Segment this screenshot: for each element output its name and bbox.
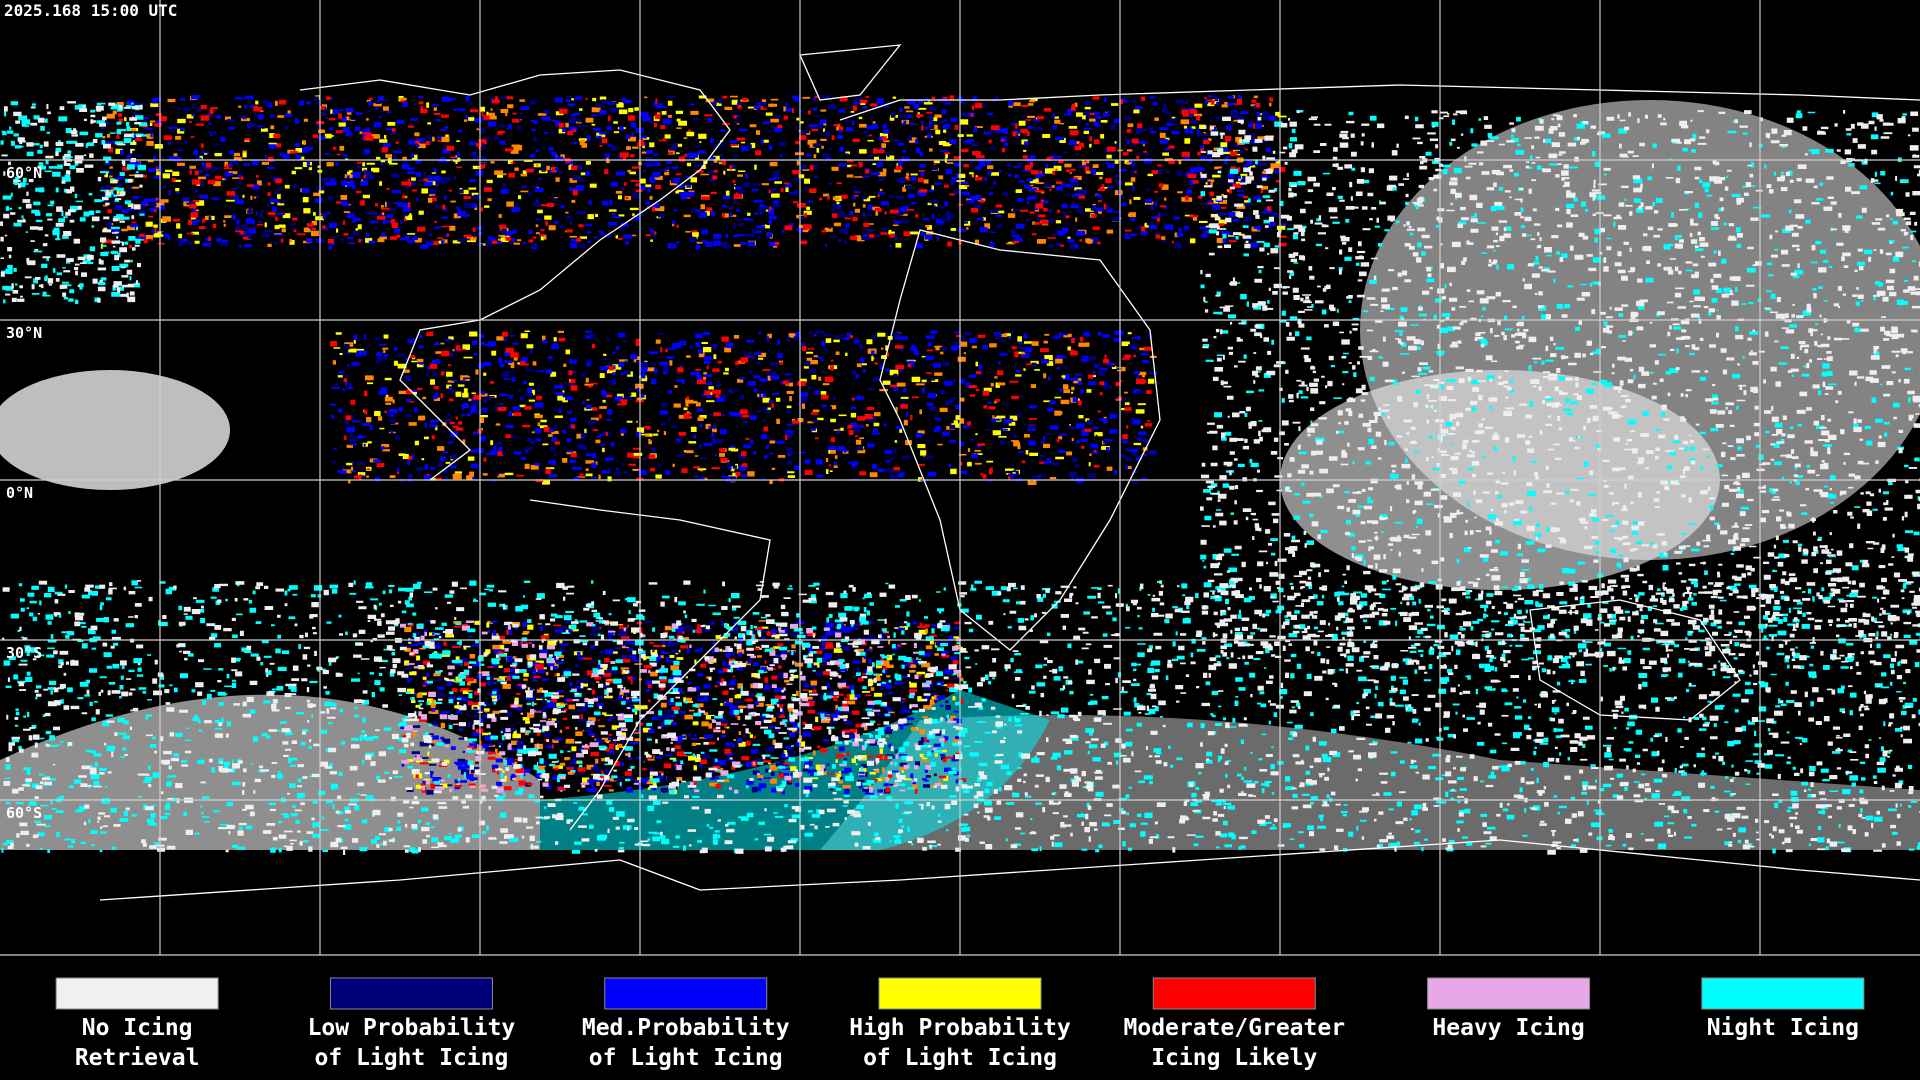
- speckles: [400, 620, 962, 794]
- cloud-area: [0, 694, 540, 850]
- legend-swatch: [1427, 977, 1591, 1010]
- cloud-area: [820, 715, 1920, 850]
- coastline: [1529, 599, 1741, 721]
- coastline: [529, 499, 771, 831]
- latitude-label: 30°S: [6, 644, 42, 662]
- cloud-area: [0, 370, 230, 490]
- legend-swatch: [604, 977, 768, 1010]
- legend-label: Med.Probability: [582, 1015, 790, 1041]
- legend-label: Moderate/Greater: [1124, 1015, 1346, 1041]
- legend-swatch: [1152, 977, 1316, 1010]
- legend-label: High Probability: [849, 1015, 1071, 1041]
- legend-swatch: [329, 977, 493, 1010]
- latitude-label: 60°N: [6, 164, 42, 182]
- graticule: [0, 0, 1920, 956]
- speckles: [102, 95, 1287, 793]
- latitude-label: 30°N: [6, 324, 42, 342]
- coastline: [299, 69, 731, 481]
- legend-label: No Icing: [82, 1015, 193, 1041]
- legend-label: Heavy Icing: [1432, 1015, 1584, 1041]
- latitude-labels: 60°N 30°N 0°N 30°S 60°S: [6, 164, 42, 822]
- legend-swatch: [55, 977, 219, 1010]
- coastline: [839, 84, 1920, 121]
- legend-label: Low Probability: [308, 1015, 516, 1041]
- legend-label: of Light Icing: [863, 1045, 1057, 1071]
- timestamp: 2025.168 15:00 UTC: [4, 1, 177, 20]
- speckles: [100, 95, 1287, 795]
- legend-label: of Light Icing: [314, 1045, 508, 1071]
- legend-swatch: [1701, 977, 1865, 1010]
- coastline: [879, 229, 1161, 651]
- legend-label: of Light Icing: [589, 1045, 783, 1071]
- coastlines: [99, 44, 1920, 901]
- legend-label: Retrieval: [75, 1045, 200, 1071]
- legend-swatch: [878, 977, 1042, 1010]
- latitude-label: 60°S: [6, 804, 42, 822]
- coastline: [99, 839, 1920, 901]
- latitude-label: 0°N: [6, 484, 33, 502]
- speckles: [0, 101, 1920, 854]
- legend: No Icing Retrieval Low Probability of Light…: [55, 977, 1865, 1071]
- legend-label: Night Icing: [1707, 1015, 1859, 1041]
- legend-label: Icing Likely: [1151, 1045, 1317, 1071]
- coastline: [799, 44, 902, 101]
